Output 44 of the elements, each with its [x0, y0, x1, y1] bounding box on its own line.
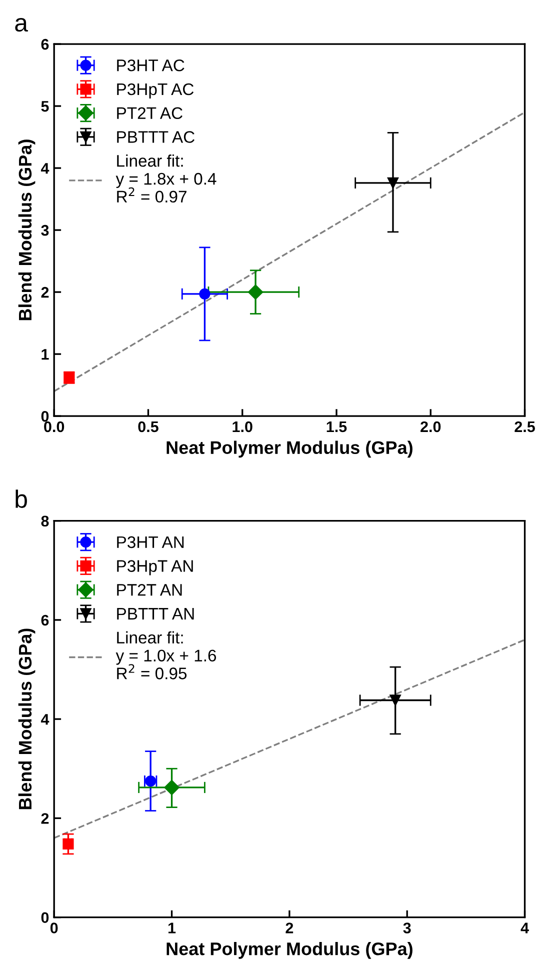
legend-label: PT2T AN [117, 584, 182, 596]
y-tick-label: 6 [41, 614, 49, 626]
y-tick-label: 0 [41, 912, 49, 924]
legend-label: Linear fit: y = 1.0x + 1.6 R$^{2}$ = 0.95 [116, 631, 216, 680]
legend-label: P3HT AN [117, 536, 184, 548]
y-tick-label: 2 [41, 286, 49, 298]
x-tick-label: 4 [520, 922, 529, 934]
point [387, 177, 399, 188]
x-tick-label: 0.0 [44, 421, 64, 432]
y-tick-label: 2 [41, 813, 49, 824]
x-tick-label: 0.5 [138, 421, 158, 432]
legend-label: P3HpT AC [117, 83, 194, 98]
y-tick-label: 8 [41, 516, 49, 527]
legend-label: PT2T AC [117, 107, 182, 120]
y-tick-label: 0 [41, 410, 49, 422]
legend-label: PBTTT AC [117, 131, 194, 143]
x-tick-label: 0 [50, 922, 58, 934]
point [390, 694, 401, 706]
point [164, 780, 180, 796]
x-tick-label: 2.0 [420, 421, 441, 432]
point [248, 284, 264, 300]
x-tick-label: 1.5 [326, 421, 347, 432]
legend-label: Linear fit: y = 1.8x + 0.4 R$^{2}$ = 0.97 [116, 154, 216, 203]
x-tick-label: 3 [403, 922, 411, 934]
y-tick-label: 4 [40, 163, 50, 174]
legend-label: P3HT AC [117, 59, 184, 72]
x-axis-title: Neat Polymer Modulus (GPa) [166, 942, 412, 959]
point [199, 288, 210, 300]
x-tick-label: 1 [168, 922, 176, 934]
chart-title: a [15, 18, 28, 32]
legend-label: PBTTT AN [117, 608, 194, 620]
y-tick-label: 6 [41, 38, 49, 50]
y-tick-label: 4 [40, 714, 50, 725]
y-tick-label: 1 [42, 349, 49, 360]
x-tick-label: 2.5 [514, 421, 535, 432]
x-tick-label: 1.0 [232, 421, 252, 432]
y-tick-label: 5 [41, 101, 49, 112]
chart-title: b [16, 490, 27, 508]
x-tick-label: 2 [286, 922, 294, 934]
y-tick-label: 3 [41, 224, 49, 236]
x-axis-title: Neat Polymer Modulus (GPa) [166, 440, 412, 458]
y-axis-title: Blend Modulus (GPa) [18, 628, 36, 810]
y-axis-title: Blend Modulus (GPa) [18, 140, 36, 320]
legend-label: P3HpT AN [117, 560, 193, 576]
